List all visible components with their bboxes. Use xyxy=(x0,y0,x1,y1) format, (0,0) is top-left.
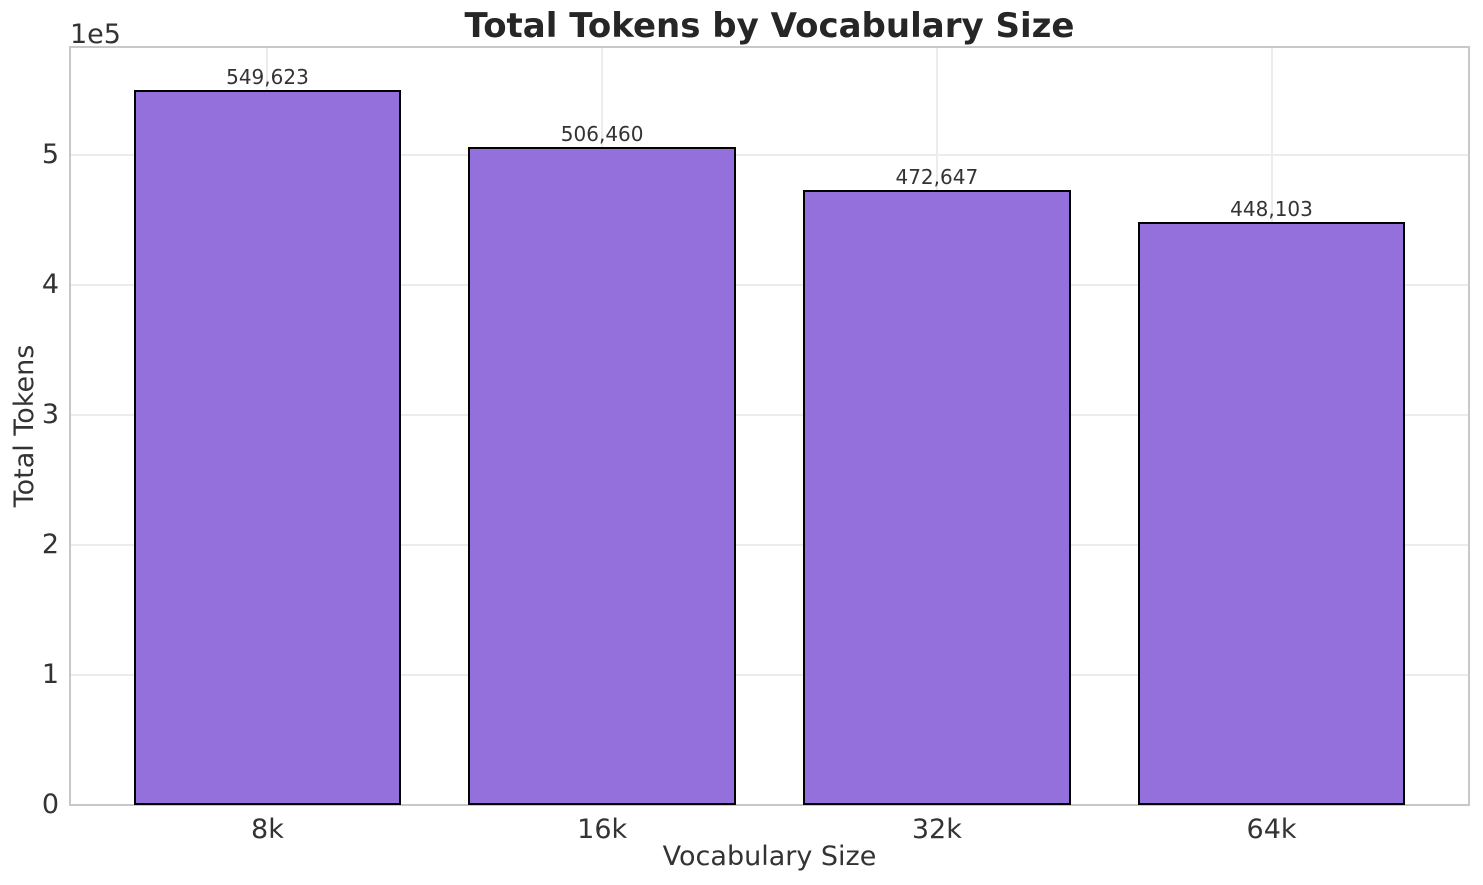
y-axis-offset-text: 1e5 xyxy=(70,19,121,50)
y-tick-label: 2 xyxy=(41,528,59,560)
x-tick-label: 64k xyxy=(1246,814,1297,845)
y-tick-label: 1 xyxy=(41,658,59,690)
x-tick-label: 32k xyxy=(911,814,962,845)
x-tick-label: 8k xyxy=(251,814,284,845)
horizontal-gridline xyxy=(70,543,1469,546)
horizontal-gridline xyxy=(70,283,1469,286)
horizontal-gridline xyxy=(70,673,1469,676)
y-tick-label: 4 xyxy=(41,268,59,300)
bar xyxy=(468,146,737,805)
chart-title: Total Tokens by Vocabulary Size xyxy=(464,6,1075,46)
bar xyxy=(1137,222,1406,805)
y-tick-label: 3 xyxy=(41,398,59,430)
bar-value-label: 506,460 xyxy=(560,121,644,146)
horizontal-gridline xyxy=(70,153,1469,156)
plot-area xyxy=(69,46,1470,806)
x-tick-label: 16k xyxy=(577,814,628,845)
bar xyxy=(133,90,402,805)
x-axis-label: Vocabulary Size xyxy=(662,841,877,872)
bar-value-label: 448,103 xyxy=(1230,197,1313,222)
horizontal-gridline xyxy=(70,413,1469,416)
y-tick-label: 0 xyxy=(41,789,59,820)
bar-value-label: 549,623 xyxy=(226,65,309,90)
bar xyxy=(802,190,1071,805)
bar-value-label: 472,647 xyxy=(895,165,979,190)
y-tick-label: 5 xyxy=(41,138,59,170)
